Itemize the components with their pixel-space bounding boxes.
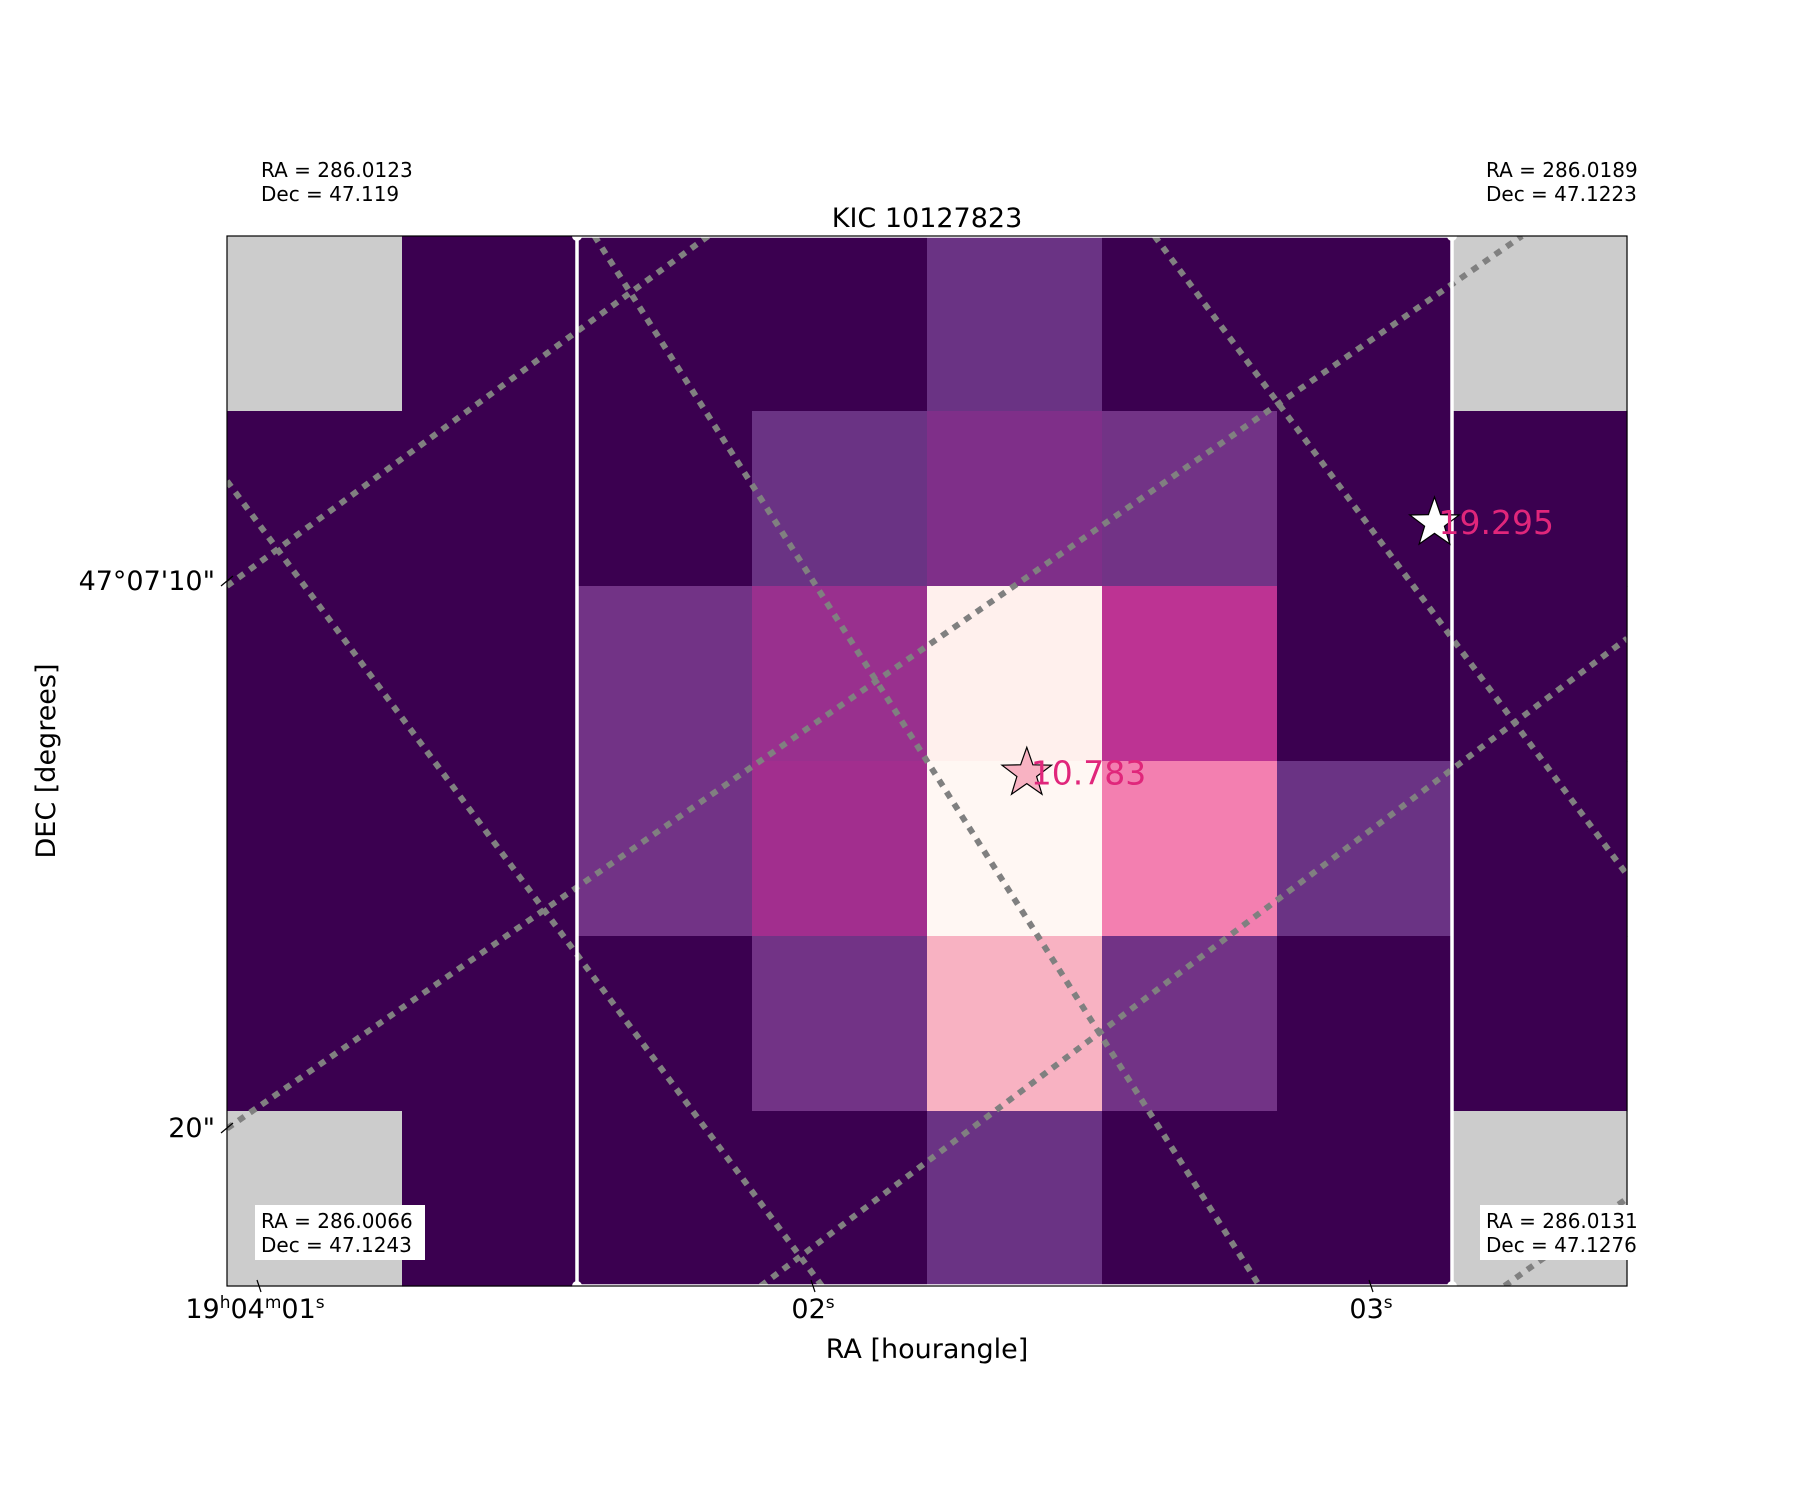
pixel-r3-c1: [402, 761, 578, 937]
pixel-r1-c1: [402, 411, 578, 587]
pixel-r5-c1: [402, 1111, 578, 1287]
pixel-r0-c1: [402, 236, 578, 412]
pixel-r1-c4: [927, 411, 1103, 587]
pixel-r4-c4: [927, 936, 1103, 1112]
pixel-r0-c2: [577, 236, 753, 412]
pixel-r2-c5: [1102, 586, 1278, 762]
x-tick-label-19h04m01s: 19h04m01s: [185, 1293, 324, 1325]
x-tick-label-02s: 02s: [791, 1293, 834, 1325]
plot-frame: [226, 235, 1628, 1287]
svg-text:RA = 286.0189: RA = 286.0189: [1486, 158, 1638, 182]
pixel-grid: [227, 236, 1628, 1287]
pixel-r1-c3: [752, 411, 928, 587]
svg-text:Dec = 47.1276: Dec = 47.1276: [1486, 1233, 1637, 1257]
pixel-r2-c2: [577, 586, 753, 762]
svg-text:RA = 286.0066: RA = 286.0066: [261, 1209, 413, 1233]
grid-line-0: [227, 236, 711, 589]
pixel-r4-c3: [752, 936, 928, 1112]
pixel-r3-c5: [1102, 761, 1278, 937]
pixel-r3-c0: [227, 761, 403, 937]
pixel-r0-c5: [1102, 236, 1278, 412]
corner-label-bottom-left: RA = 286.0066 Dec = 47.1243: [255, 1205, 425, 1260]
pixel-r5-c6: [1277, 1111, 1453, 1287]
pixel-r0-c7: [1452, 236, 1628, 412]
grid-line-6: [1152, 236, 1627, 877]
svg-text:RA = 286.0123: RA = 286.0123: [261, 158, 413, 182]
pixel-r2-c0: [227, 586, 403, 762]
pixel-r0-c0: [227, 236, 403, 412]
pixel-r2-c4: [927, 586, 1103, 762]
grid-line-2: [758, 636, 1627, 1286]
svg-text:RA = 286.0131: RA = 286.0131: [1486, 1209, 1638, 1233]
pixel-r3-c3: [752, 761, 928, 937]
svg-text:Dec = 47.1223: Dec = 47.1223: [1486, 182, 1637, 206]
x-tick-label-03s: 03s: [1349, 1293, 1392, 1325]
pixel-r4-c2: [577, 936, 753, 1112]
svg-text:Dec = 47.119: Dec = 47.119: [261, 182, 399, 206]
pixel-r5-c5: [1102, 1111, 1278, 1287]
pixel-r1-c6: [1277, 411, 1453, 587]
source-markers: 10.783 19.295: [1000, 495, 1554, 796]
pixel-r5-c0: [227, 1111, 403, 1287]
corner-label-top-left: RA = 286.0123 Dec = 47.119: [261, 158, 413, 206]
pixel-r4-c7: [1452, 936, 1628, 1112]
pixel-r4-c6: [1277, 936, 1453, 1112]
pixel-r1-c0: [227, 411, 403, 587]
pixel-r5-c4: [927, 1111, 1103, 1287]
corner-label-bottom-right: RA = 286.0131 Dec = 47.1276: [1480, 1205, 1650, 1260]
pixel-r1-c5: [1102, 411, 1278, 587]
pixel-r2-c3: [752, 586, 928, 762]
star-label-1: 19.295: [1439, 503, 1554, 542]
pixel-r1-c2: [577, 411, 753, 587]
pixel-r0-c3: [752, 236, 928, 412]
pixel-r5-c2: [577, 1111, 753, 1287]
star-marker-1: [1408, 495, 1461, 546]
pixel-r0-c4: [927, 236, 1103, 412]
pixel-r0-c6: [1277, 236, 1453, 412]
pixel-r1-c7: [1452, 411, 1628, 587]
x-tick-marks: [256, 1279, 1374, 1293]
pixel-r2-c1: [402, 586, 578, 762]
chart-title: KIC 10127823: [832, 203, 1023, 234]
star-marker-0: [1000, 745, 1054, 796]
svg-text:Dec = 47.1243: Dec = 47.1243: [261, 1233, 412, 1257]
grid-line-4: [591, 236, 1263, 1286]
y-tick-label-20: 20": [168, 1113, 215, 1144]
pixel-r3-c7: [1452, 761, 1628, 937]
grid-line-1: [227, 236, 1524, 1131]
y-axis-label: DEC [degrees]: [31, 663, 62, 858]
x-axis-label: RA [hourangle]: [826, 1334, 1029, 1365]
pixel-r2-c7: [1452, 586, 1628, 762]
pixel-r5-c3: [752, 1111, 928, 1287]
corner-label-top-right: RA = 286.0189 Dec = 47.1223: [1486, 158, 1638, 206]
pixel-r4-c0: [227, 936, 403, 1112]
y-tick-marks: [220, 575, 234, 1134]
pixel-r2-c6: [1277, 586, 1453, 762]
y-tick-label-47-07-10: 47°07'10": [79, 566, 215, 597]
pixel-r4-c1: [402, 936, 578, 1112]
star-label-0: 10.783: [1031, 753, 1146, 792]
pixel-r3-c2: [577, 761, 753, 937]
